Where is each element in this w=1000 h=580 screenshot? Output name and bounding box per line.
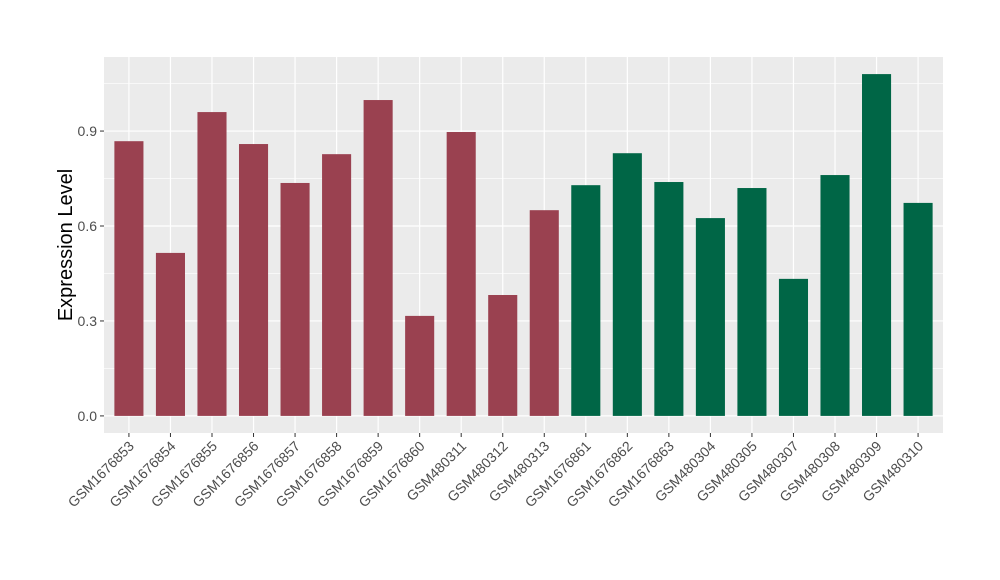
bar-GSM1676861 <box>571 185 601 416</box>
bar-GSM480308 <box>820 175 850 416</box>
bar-GSM1676857 <box>280 182 310 416</box>
bar-GSM1676863 <box>654 182 684 416</box>
bar-GSM1676858 <box>322 154 352 416</box>
bar-GSM1676856 <box>238 144 269 416</box>
bar-GSM480307 <box>778 278 809 416</box>
bar-GSM1676859 <box>363 100 393 416</box>
bar-GSM1676855 <box>197 112 227 416</box>
y-tick-label: 0.9 <box>78 123 98 139</box>
bar-GSM480312 <box>488 295 518 416</box>
y-tick-label: 0.0 <box>78 408 98 424</box>
y-axis-label: Expression Level <box>55 169 77 321</box>
x-axis: GSM1676853GSM1676854GSM1676855GSM1676856… <box>65 433 926 510</box>
bar-GSM1676862 <box>612 153 642 416</box>
y-tick-label: 0.3 <box>78 313 98 329</box>
bar-GSM480311 <box>446 132 476 416</box>
plot-panel <box>104 57 943 433</box>
bar-GSM480309 <box>862 74 892 416</box>
bar-GSM1676854 <box>155 252 185 416</box>
bar-GSM1676853 <box>114 141 144 416</box>
bar-GSM1676860 <box>405 315 435 416</box>
bar-GSM480304 <box>695 218 725 416</box>
bar-GSM480305 <box>737 188 767 416</box>
bars <box>114 74 933 416</box>
y-axis: 0.0 0.3 0.6 0.9 <box>78 123 104 424</box>
y-tick-label: 0.6 <box>78 218 98 234</box>
bar-GSM480310 <box>903 202 933 416</box>
bar-GSM480313 <box>529 210 559 416</box>
